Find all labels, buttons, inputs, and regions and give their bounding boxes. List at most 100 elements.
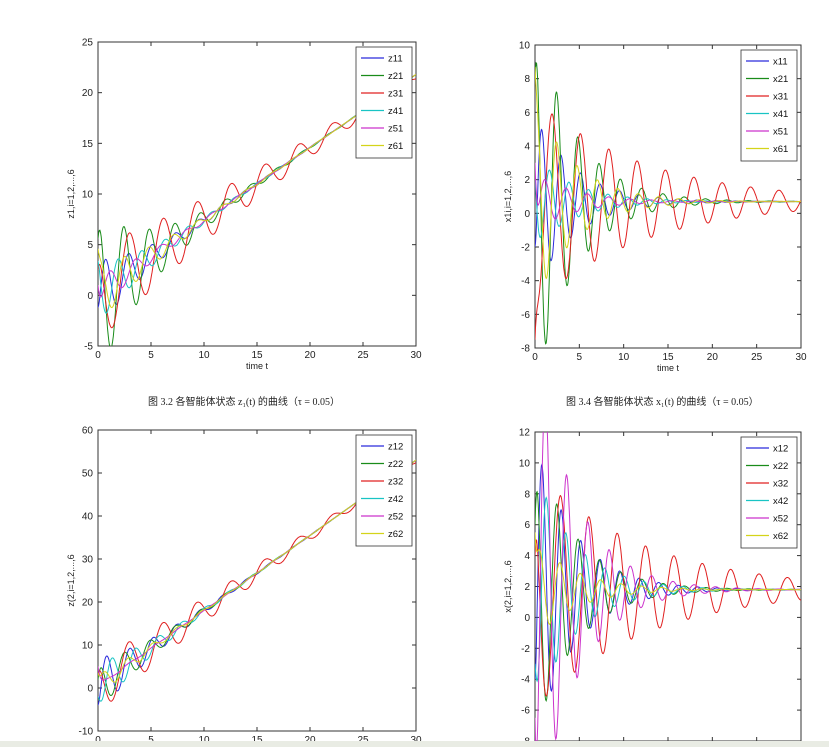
y-tick-label: 8 [524,489,530,500]
x-tick-label: 5 [148,350,154,361]
series-group [535,432,801,741]
series-group [535,61,801,345]
y-tick-label: 2 [524,175,530,186]
y-tick-label: 2 [524,582,530,593]
legend-label: z31 [388,89,403,100]
legend-label: z11 [388,54,403,65]
y-tick-label: -2 [521,644,530,655]
chart-z1: -5 0 5 10 15 20 25 0 5 10 15 20 25 30 time t z1,i=1,2,.… [0,0,422,375]
x-tick-label: 5 [577,352,583,363]
y-tick-label: 20 [82,598,94,609]
y-tick-label: -8 [521,344,530,355]
x-tick-label: 10 [198,735,210,746]
series-line-x52 [535,432,801,741]
legend-box [740,49,798,162]
legend-label: x51 [773,127,788,138]
legend-label: z12 [388,442,403,453]
y-tick-label: 40 [82,512,94,523]
y-tick-label: -10 [79,727,94,738]
x-tick-label: 20 [304,350,316,361]
legend-label: x12 [773,444,788,455]
x-tick-label: 30 [410,350,422,361]
x-tick-label: 30 [410,735,422,746]
y-tick-label: 60 [82,426,94,437]
y-tick-label: 50 [82,469,94,480]
series-line-x31 [535,113,801,340]
y-axis-label: x(2,i=1,2,...,6 [503,560,513,612]
chart-z2-svg: -100102030405060051015202530z(2,i=1,2,..… [66,426,422,747]
legend-label: x52 [773,514,788,525]
legend-label: z21 [388,71,403,82]
legend-label: z41 [388,106,403,117]
chart-x1-svg: -8 -6 -4 -2 0 2 4 6 8 10 0 5 10 15 20 25 30 time t x1i,i=1… [503,41,807,374]
x-tick-label: 10 [618,352,630,363]
y-tick-label: 25 [82,38,94,49]
legend-label: x41 [773,109,788,120]
y-tick-label: 0 [524,613,530,624]
y-tick-label: 10 [519,41,531,52]
x-tick-label: 25 [357,350,369,361]
legend-label: x31 [773,92,788,103]
y-tick-label: 0 [87,291,93,302]
legend-label: z61 [388,141,403,152]
legend-box [355,46,413,159]
y-tick-label: 20 [82,88,94,99]
y-tick-label: 4 [524,551,530,562]
x-tick-label: 15 [251,735,263,746]
y-tick-label: 5 [87,240,93,251]
legend-box [740,436,798,549]
caption-x1: 图 3.4 各智能体状态 x₁(t) 的曲线（τ = 0.05） [566,397,759,408]
x-axis-label: time t [657,363,680,373]
legend-label: x22 [773,461,788,472]
x-tick-label: 15 [662,352,674,363]
y-tick-label: 6 [524,108,530,119]
x-tick-label: 15 [251,350,263,361]
y-tick-label: 6 [524,520,530,531]
chart-x1: -8 -6 -4 -2 0 2 4 6 8 10 0 5 10 15 20 25 30 time t x1i,i=1… [503,41,807,374]
legend-label: z42 [388,494,403,505]
y-tick-label: -6 [521,706,530,717]
x-tick-label: 0 [95,350,101,361]
x-tick-label: 5 [148,735,154,746]
y-axis-label: z(2,i=1,2,...,6 [66,554,76,606]
chart-z2: -100102030405060051015202530z(2,i=1,2,..… [66,426,422,747]
x-tick-label: 30 [795,352,807,363]
x-tick-label: 25 [751,352,763,363]
y-tick-label: 10 [82,641,94,652]
legend-label: z51 [388,124,403,135]
y-axis-label: x1i,i=1,2,...,6 [503,171,513,222]
y-tick-label: 4 [524,142,530,153]
legend-label: x42 [773,496,788,507]
y-tick-label: -2 [521,243,530,254]
y-tick-label: 0 [524,209,530,220]
y-tick-label: 15 [82,139,94,150]
y-tick-label: -4 [521,276,530,287]
y-tick-label: 8 [524,74,530,85]
legend-box [355,434,413,547]
legend-label: x21 [773,74,788,85]
bottom-strip [0,741,829,747]
y-tick-label: 0 [87,684,93,695]
legend-label: x32 [773,479,788,490]
y-tick-label: 12 [519,428,531,439]
legend-label: z52 [388,512,403,523]
legend-label: x62 [773,531,788,542]
x-tick-label: 20 [304,735,316,746]
legend-label: z62 [388,529,403,540]
y-tick-label: -5 [84,342,93,353]
x-tick-label: 10 [198,350,210,361]
y-tick-label: 10 [519,458,531,469]
x-tick-label: 0 [95,735,101,746]
caption-z1: 图 3.2 各智能体状态 z₁(t) 的曲线（τ = 0.05） [148,397,341,408]
series-line-x32 [535,494,801,697]
y-tick-label: 10 [82,190,94,201]
x-axis-label: time t [246,361,269,371]
legend-label: z22 [388,459,403,470]
x-tick-label: 0 [532,352,538,363]
y-tick-label: -4 [521,675,530,686]
legend-label: z32 [388,477,403,488]
legend-label: x61 [773,144,788,155]
